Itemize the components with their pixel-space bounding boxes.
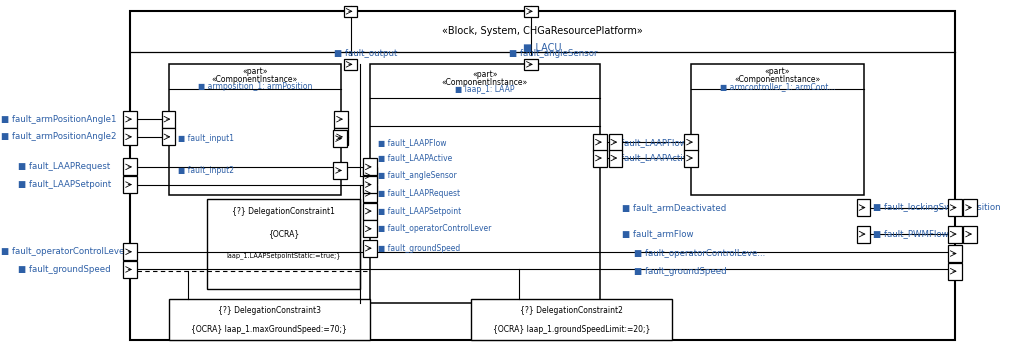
Bar: [684, 149, 698, 166]
Bar: [123, 129, 137, 145]
Bar: [335, 111, 348, 128]
Bar: [334, 130, 347, 147]
Text: ■ fault_LAAPFlow: ■ fault_LAAPFlow: [377, 138, 446, 147]
Text: ■ fault_lockingSwitchPosition: ■ fault_lockingSwitchPosition: [874, 203, 1001, 212]
Bar: [123, 158, 137, 175]
Bar: [363, 185, 376, 202]
Bar: [857, 199, 871, 216]
Bar: [130, 11, 955, 340]
Bar: [963, 225, 977, 242]
Text: ■ armposition_1: armPosition: ■ armposition_1: armPosition: [197, 82, 312, 91]
Bar: [363, 240, 376, 257]
Bar: [593, 133, 607, 151]
Bar: [684, 133, 698, 151]
Bar: [525, 59, 538, 70]
Text: «Block, System, CHGaResourcePlatform»: «Block, System, CHGaResourcePlatform»: [442, 26, 643, 36]
Bar: [948, 245, 961, 262]
Text: «part»: «part»: [242, 67, 267, 76]
Bar: [344, 59, 357, 70]
Text: ■ fault_PWMFlow: ■ fault_PWMFlow: [874, 230, 949, 239]
Text: ■ fault_armDeactivated: ■ fault_armDeactivated: [622, 203, 726, 212]
Text: {?} DelegationConstraint1: {?} DelegationConstraint1: [232, 207, 335, 215]
Bar: [169, 300, 370, 340]
Bar: [948, 199, 961, 216]
Text: «ComponentInstance»: «ComponentInstance»: [441, 78, 528, 87]
Text: ■ LACU: ■ LACU: [523, 43, 561, 54]
Bar: [593, 149, 607, 166]
Bar: [363, 203, 376, 220]
Text: ■ laap_1: LAAP: ■ laap_1: LAAP: [456, 85, 515, 94]
Text: laap_1.LAAPSetpointStatic:=true;}: laap_1.LAAPSetpointStatic:=true;}: [227, 252, 341, 259]
Bar: [608, 149, 622, 166]
Text: ■ fault_operatorControlLeve...: ■ fault_operatorControlLeve...: [634, 249, 765, 258]
Bar: [162, 111, 175, 128]
Text: «part»: «part»: [765, 67, 790, 76]
Text: ■ fault_armFlow: ■ fault_armFlow: [622, 230, 694, 239]
Text: {OCRA} laap_1.groundSpeedLimit:=20;}: {OCRA} laap_1.groundSpeedLimit:=20;}: [492, 325, 650, 334]
Text: ■ fault_LAAPActive: ■ fault_LAAPActive: [377, 154, 452, 163]
Text: «ComponentInstance»: «ComponentInstance»: [734, 75, 821, 84]
Bar: [334, 162, 347, 179]
Bar: [608, 133, 622, 151]
Text: ■ fault_LAAPSetpoint: ■ fault_LAAPSetpoint: [18, 180, 111, 189]
Text: ■ fault_LAAPSetpoint: ■ fault_LAAPSetpoint: [377, 207, 461, 215]
Text: ■ fault_LAAPRequest: ■ fault_LAAPRequest: [377, 189, 460, 198]
Bar: [948, 263, 961, 280]
Text: ■ fault_output: ■ fault_output: [335, 49, 398, 58]
Text: {?} DelegationConstraint3: {?} DelegationConstraint3: [218, 306, 320, 315]
Text: ■ fault_armPositionAngle1: ■ fault_armPositionAngle1: [1, 115, 116, 124]
Text: ■ fault_armPositionAngle2: ■ fault_armPositionAngle2: [1, 132, 116, 141]
Bar: [948, 225, 961, 242]
Bar: [335, 129, 348, 145]
Bar: [206, 199, 360, 289]
Text: ■ fault_operatorControlLever: ■ fault_operatorControlLever: [1, 247, 127, 256]
Bar: [857, 225, 871, 242]
Text: ■ fault_input2: ■ fault_input2: [178, 166, 234, 175]
Text: ■ armcontroller_1: armCont...: ■ armcontroller_1: armCont...: [720, 82, 835, 91]
Bar: [363, 158, 376, 175]
Bar: [363, 167, 376, 184]
Bar: [471, 300, 672, 340]
Text: ■ fault_input1: ■ fault_input1: [178, 134, 234, 143]
Text: {OCRA}: {OCRA}: [267, 230, 299, 239]
Bar: [370, 64, 600, 303]
Bar: [123, 111, 137, 128]
Bar: [123, 243, 137, 260]
Text: ■ fault_groundSpeed: ■ fault_groundSpeed: [18, 265, 111, 274]
Text: «part»: «part»: [472, 70, 497, 80]
Bar: [123, 176, 137, 193]
Text: ■ fault_angleSensor: ■ fault_angleSensor: [377, 171, 457, 180]
Text: ■ fault_operatorControlLever: ■ fault_operatorControlLever: [377, 224, 491, 233]
Text: ■ fault_groundSpeed: ■ fault_groundSpeed: [377, 244, 460, 253]
Text: {OCRA} laap_1.maxGroundSpeed:=70;}: {OCRA} laap_1.maxGroundSpeed:=70;}: [191, 325, 347, 334]
Text: ■ fault_groundSpeed: ■ fault_groundSpeed: [634, 267, 726, 276]
Text: ■ fault_LAAPFlow: ■ fault_LAAPFlow: [609, 138, 686, 147]
Bar: [692, 64, 863, 195]
Bar: [344, 6, 357, 17]
Text: ■ fault_angleSensor: ■ fault_angleSensor: [508, 49, 597, 58]
Bar: [162, 129, 175, 145]
Bar: [363, 176, 376, 193]
Text: ■ fault_LAAPActive: ■ fault_LAAPActive: [609, 154, 693, 163]
Bar: [363, 220, 376, 237]
Bar: [963, 199, 977, 216]
Bar: [525, 6, 538, 17]
Text: {?} DelegationConstraint2: {?} DelegationConstraint2: [520, 306, 622, 315]
Text: «ComponentInstance»: «ComponentInstance»: [212, 75, 298, 84]
Bar: [169, 64, 341, 195]
Text: ■ fault_LAAPRequest: ■ fault_LAAPRequest: [18, 162, 110, 171]
Bar: [123, 261, 137, 278]
